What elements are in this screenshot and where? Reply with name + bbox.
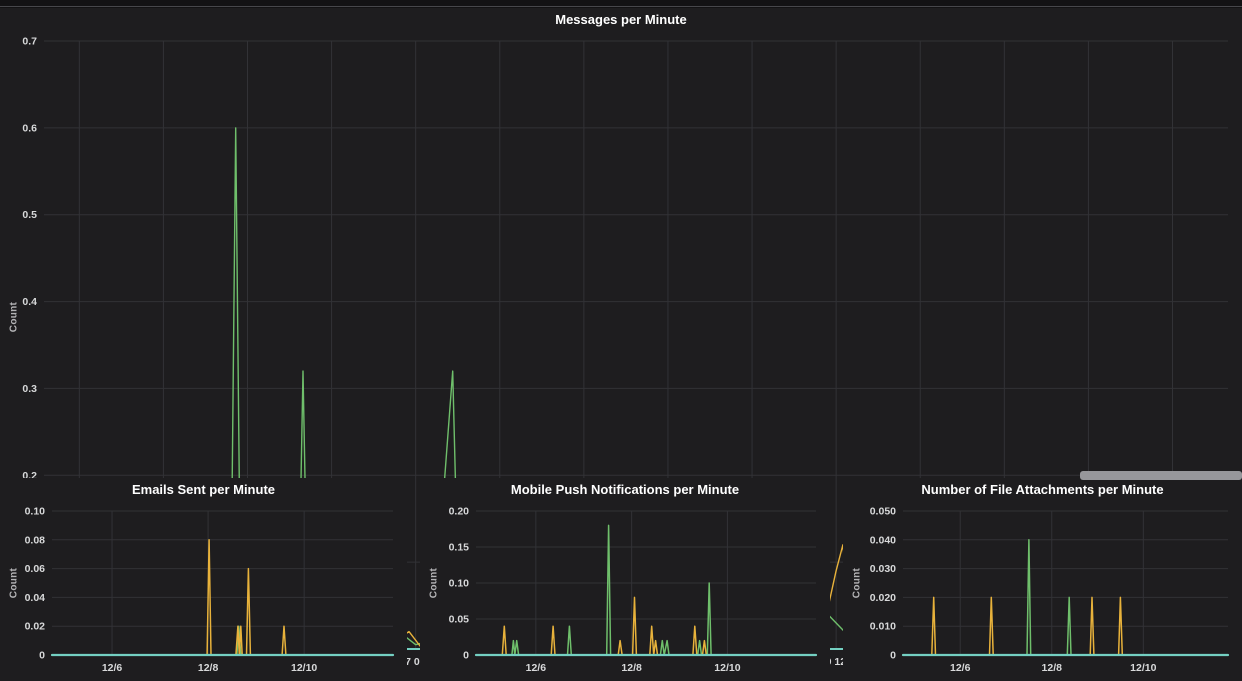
svg-text:0.050: 0.050 (870, 506, 896, 518)
emails-chart-area[interactable]: Count 0 0.02 0.04 0.06 0.08 0.10 12/6 12/8 12/10 (0, 502, 407, 681)
panel-title-mobile-push[interactable]: Mobile Push Notifications per Minute (510, 482, 740, 497)
svg-text:0.04: 0.04 (25, 592, 46, 604)
panel-title-file-attachments[interactable]: Number of File Attachments per Minute (921, 482, 1164, 497)
push-chart-area[interactable]: Count 0 0.05 0.10 0.15 0.20 12/6 12/8 12/10 (420, 502, 830, 681)
svg-text:0.6: 0.6 (22, 122, 37, 134)
panel-file-attachments-per-minute: Number of File Attachments per Minute Co… (843, 478, 1242, 681)
svg-text:0.7: 0.7 (22, 36, 37, 48)
panel-mobile-push-per-minute: Mobile Push Notifications per Minute Cou… (420, 478, 830, 681)
svg-text:0.10: 0.10 (449, 578, 470, 590)
top-divider (0, 6, 1242, 7)
y-axis-label-count: Count (851, 567, 863, 599)
svg-text:12/6: 12/6 (102, 662, 123, 674)
svg-text:0.5: 0.5 (22, 209, 37, 221)
svg-text:0.4: 0.4 (22, 296, 37, 308)
svg-text:12/8: 12/8 (198, 662, 219, 674)
svg-text:12/10: 12/10 (291, 662, 317, 674)
panel-emails-sent-per-minute: Emails Sent per Minute Count 0 0.02 0.04 0.… (0, 478, 407, 681)
svg-text:0.010: 0.010 (870, 621, 896, 633)
svg-text:0.15: 0.15 (449, 542, 470, 554)
y-axis-label-count: Count (8, 301, 20, 333)
y-axis-label-count: Count (428, 567, 440, 599)
svg-text:0: 0 (463, 650, 469, 662)
attachments-chart-area[interactable]: Count 0 0.010 0.020 0.030 0.040 0.050 12/6 12/8… (843, 502, 1242, 681)
svg-text:0: 0 (39, 650, 45, 662)
svg-text:0.08: 0.08 (25, 534, 46, 546)
panel-title-emails[interactable]: Emails Sent per Minute (131, 482, 276, 497)
svg-text:0.02: 0.02 (25, 621, 46, 633)
svg-text:12/6: 12/6 (950, 662, 971, 674)
svg-text:0.020: 0.020 (870, 592, 896, 604)
chart-svg: 0 0.02 0.04 0.06 0.08 0.10 12/6 12/8 12/10 (25, 506, 395, 674)
svg-text:0.20: 0.20 (449, 506, 470, 518)
svg-text:12/10: 12/10 (714, 662, 740, 674)
chart-svg: 0 0.05 0.10 0.15 0.20 12/6 12/8 12/10 (449, 506, 818, 674)
svg-text:12/8: 12/8 (621, 662, 642, 674)
svg-text:0.030: 0.030 (870, 563, 896, 575)
svg-text:0: 0 (890, 650, 896, 662)
chart-svg: 0 0.010 0.020 0.030 0.040 0.050 12/6 12/8 12/10 (870, 506, 1230, 674)
svg-text:12/8: 12/8 (1042, 662, 1063, 674)
horizontal-scrollbar-thumb[interactable] (1080, 471, 1242, 480)
panel-title-messages[interactable]: Messages per Minute (555, 12, 687, 27)
svg-text:12/10: 12/10 (1130, 662, 1156, 674)
y-axis-label-count: Count (8, 567, 20, 599)
svg-text:0.05: 0.05 (449, 614, 470, 626)
svg-text:0.06: 0.06 (25, 563, 46, 575)
svg-text:0.10: 0.10 (25, 506, 46, 518)
svg-text:0.040: 0.040 (870, 534, 896, 546)
svg-text:0.3: 0.3 (22, 383, 37, 395)
bottom-panel-row: Emails Sent per Minute Count 0 0.02 0.04 0.… (0, 478, 1242, 681)
svg-text:12/6: 12/6 (526, 662, 547, 674)
